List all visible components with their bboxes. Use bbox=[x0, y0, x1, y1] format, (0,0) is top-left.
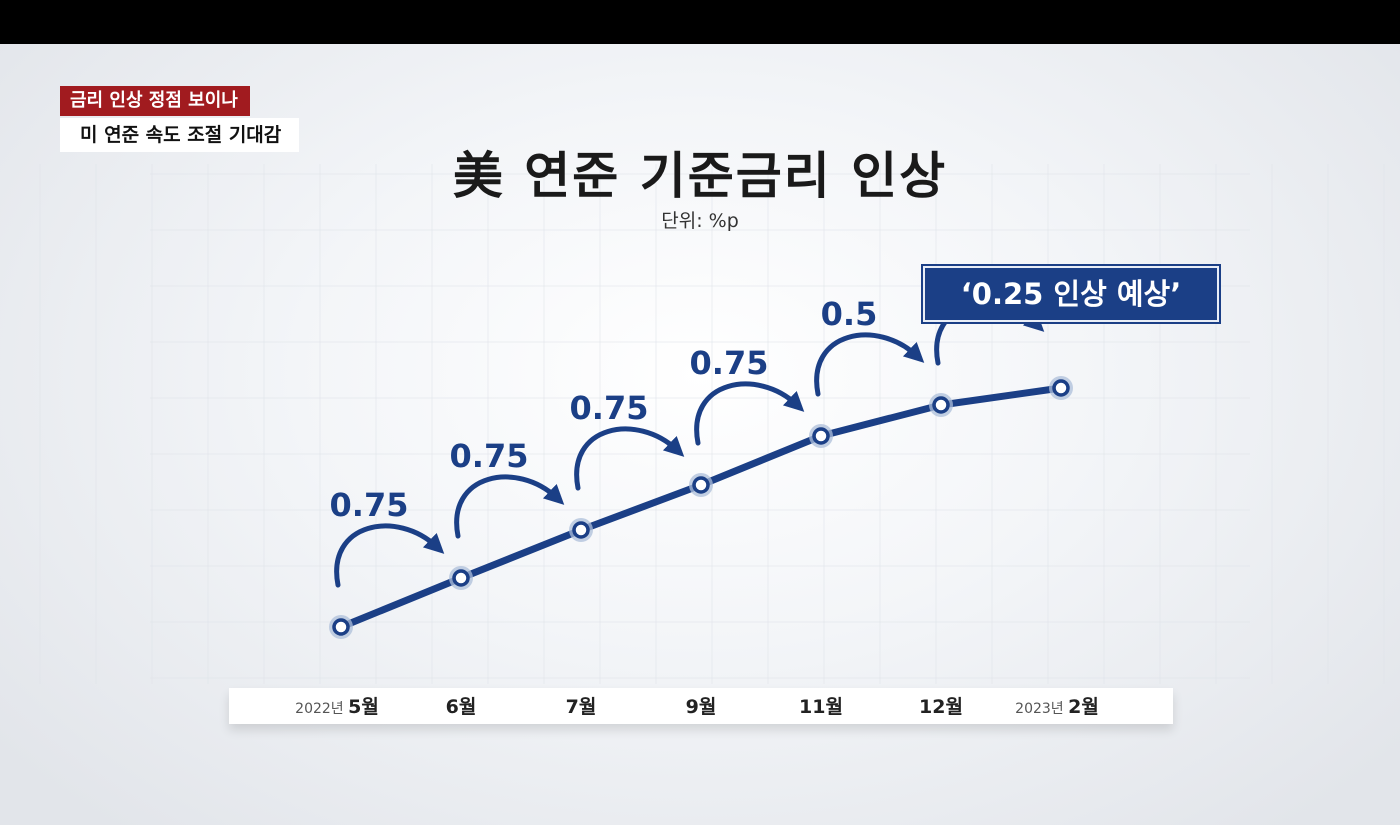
subheadline-tag: 미 연준 속도 조절 기대감 bbox=[60, 118, 300, 152]
x-tick-month: 9월 bbox=[686, 696, 717, 718]
x-tick-month: 2월 bbox=[1068, 696, 1099, 718]
background-grid bbox=[39, 164, 1385, 684]
unit-label: 단위: %p bbox=[661, 210, 739, 232]
x-tick-year: 2023년 bbox=[1015, 701, 1068, 717]
x-tick-year: 2022년 bbox=[295, 701, 348, 717]
x-tick-label: 2022년 5월 bbox=[295, 696, 379, 718]
increment-label: 0.75 bbox=[570, 389, 649, 427]
x-tick-label: 2023년 2월 bbox=[1015, 696, 1099, 718]
x-axis-bar bbox=[229, 688, 1173, 724]
x-tick-label: 12월 bbox=[919, 696, 963, 718]
data-point bbox=[572, 521, 590, 539]
x-tick-month: 6월 bbox=[446, 696, 477, 718]
increment-label: 0.75 bbox=[330, 486, 409, 524]
increment-label: 0.5 bbox=[821, 295, 878, 333]
increment-arrow bbox=[454, 474, 565, 539]
data-point bbox=[692, 476, 710, 494]
increment-arrow bbox=[694, 381, 805, 446]
x-tick-month: 11월 bbox=[799, 696, 843, 718]
data-point bbox=[812, 427, 830, 445]
data-point bbox=[452, 569, 470, 587]
x-tick-month: 5월 bbox=[348, 696, 379, 718]
prediction-badge: ‘0.25 인상 예상’ bbox=[921, 264, 1221, 324]
data-point bbox=[332, 618, 350, 636]
x-tick-label: 9월 bbox=[686, 696, 717, 718]
increment-label: 0.75 bbox=[450, 437, 529, 475]
data-point bbox=[932, 396, 950, 414]
x-tick-label: 11월 bbox=[799, 696, 843, 718]
rate-chart: 0.75 0.75 0.75 0.75 0.5 2022년 5월 6월 7월 9월 11월 12월 2… bbox=[295, 295, 1099, 718]
rate-line bbox=[339, 384, 1062, 631]
x-tick-month: 12월 bbox=[919, 696, 963, 718]
data-point bbox=[1052, 379, 1070, 397]
increment-label: 0.75 bbox=[690, 344, 769, 382]
increment-arrow bbox=[814, 332, 925, 397]
increment-arrow bbox=[574, 426, 685, 491]
headline-tag: 금리 인상 정점 보이나 bbox=[60, 86, 250, 116]
x-tick-label: 7월 bbox=[566, 696, 597, 718]
increment-arrow bbox=[334, 523, 445, 588]
x-tick-label: 6월 bbox=[446, 696, 477, 718]
x-tick-month: 7월 bbox=[566, 696, 597, 718]
chart-panel: 금리 인상 정점 보이나 미 연준 속도 조절 기대감 美 연준 기준금리 인상… bbox=[0, 44, 1400, 825]
chart-title: 美 연준 기준금리 인상 bbox=[452, 147, 948, 205]
